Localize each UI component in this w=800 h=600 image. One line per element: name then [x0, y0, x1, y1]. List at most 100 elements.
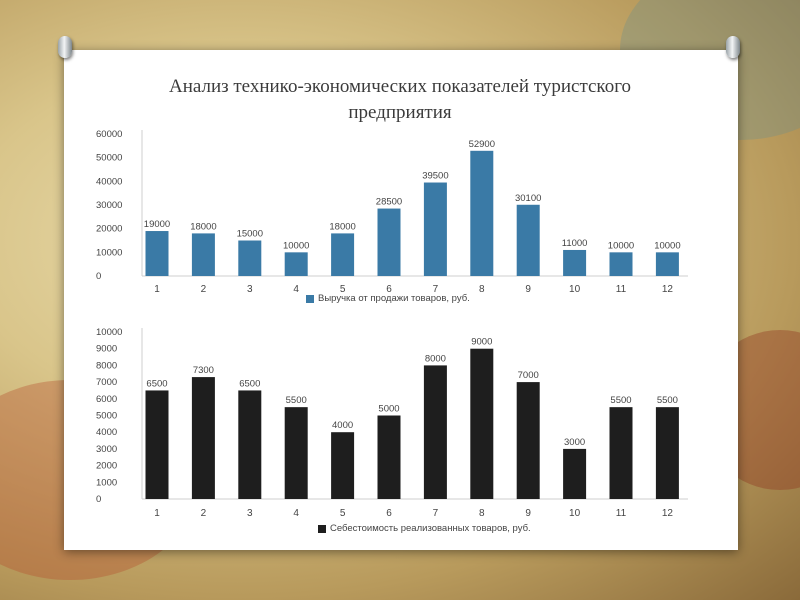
data-label: 28500 [376, 197, 402, 208]
bar [423, 365, 447, 499]
revenue-chart: 60000 50000 40000 30000 20000 10000 0 19000 1 180… [96, 129, 688, 295]
bar [470, 150, 494, 276]
x-tick-label: 9 [525, 508, 531, 519]
x-tick-label: 2 [201, 284, 207, 295]
x-tick-label: 11 [616, 508, 627, 519]
bar [191, 233, 215, 276]
x-tick-label: 5 [340, 284, 346, 295]
y-tick-label: 50000 [96, 153, 122, 164]
x-tick-label: 4 [293, 508, 299, 519]
bar [516, 204, 540, 276]
x-tick-label: 1 [154, 508, 160, 519]
slide-title: Анализ технико-экономических показателей… [0, 74, 800, 126]
y-tick-label: 9000 [96, 344, 117, 355]
title-line-1: Анализ технико-экономических показателей… [168, 76, 632, 97]
data-label: 19000 [144, 219, 170, 230]
data-label: 5500 [657, 395, 678, 406]
data-label: 10000 [654, 240, 680, 251]
x-tick-label: 9 [525, 284, 531, 295]
data-label: 7000 [518, 370, 539, 381]
bar [377, 208, 401, 276]
data-label: 39500 [422, 171, 448, 182]
title-line-2: предприятия [348, 102, 452, 123]
y-tick-label: 3000 [96, 444, 117, 455]
bar [516, 382, 540, 499]
bar [609, 252, 633, 276]
bar [377, 415, 401, 499]
x-tick-label: 1 [154, 284, 160, 295]
bar [331, 233, 355, 276]
data-label: 4000 [332, 420, 353, 431]
x-tick-label: 2 [201, 508, 207, 519]
data-label: 6500 [146, 378, 167, 389]
bar [655, 407, 679, 499]
data-label: 9000 [471, 337, 492, 348]
cost-chart: 1000090008000700060005000400030002000100… [96, 327, 688, 519]
legend-label: Выручка от продажи товаров, руб. [318, 293, 470, 304]
bar [563, 249, 587, 276]
y-tick-label: 1000 [96, 477, 117, 488]
x-tick-label: 3 [247, 284, 253, 295]
data-label: 5500 [286, 395, 307, 406]
x-tick-label: 12 [662, 284, 674, 295]
x-tick-label: 10 [569, 508, 581, 519]
bar [145, 390, 169, 499]
data-label: 11000 [562, 238, 588, 249]
data-label: 10000 [283, 240, 309, 251]
x-tick-label: 6 [386, 508, 392, 519]
bar [145, 231, 169, 276]
y-tick-label: 10000 [96, 327, 122, 338]
x-tick-label: 12 [662, 508, 674, 519]
y-tick-label: 5000 [96, 411, 117, 422]
data-label: 8000 [425, 353, 446, 364]
y-tick-label: 8000 [96, 360, 117, 371]
x-tick-label: 5 [340, 508, 346, 519]
data-label: 15000 [237, 229, 263, 240]
x-tick-label: 4 [293, 284, 299, 295]
bar [191, 377, 215, 499]
cost-chart-legend: Себестоимость реализованных товаров, руб… [318, 523, 531, 534]
y-tick-label: 7000 [96, 377, 117, 388]
y-tick-label: 0 [96, 271, 101, 282]
bar [284, 252, 308, 276]
data-label: 52900 [469, 139, 495, 150]
x-tick-label: 8 [479, 284, 485, 295]
bar [609, 407, 633, 499]
x-tick-label: 7 [433, 508, 439, 519]
x-tick-label: 11 [616, 284, 627, 295]
y-tick-label: 10000 [96, 247, 122, 258]
bar [655, 252, 679, 276]
data-label: 10000 [608, 240, 634, 251]
bar [331, 432, 355, 499]
pin-right-icon [726, 36, 740, 58]
bar [284, 407, 308, 499]
x-tick-label: 3 [247, 508, 253, 519]
bar [423, 182, 447, 276]
x-tick-label: 7 [433, 284, 439, 295]
y-tick-label: 30000 [96, 200, 122, 211]
bar [563, 448, 587, 499]
x-tick-label: 10 [569, 284, 581, 295]
data-label: 18000 [190, 221, 216, 232]
y-tick-label: 2000 [96, 461, 117, 472]
revenue-chart-legend: Выручка от продажи товаров, руб. [306, 293, 470, 304]
x-tick-label: 6 [386, 284, 392, 295]
data-label: 5500 [610, 395, 631, 406]
x-tick-label: 8 [479, 508, 485, 519]
legend-label: Себестоимость реализованных товаров, руб… [330, 523, 531, 534]
y-tick-label: 20000 [96, 224, 122, 235]
legend-swatch [306, 294, 314, 303]
y-tick-label: 6000 [96, 394, 117, 405]
data-label: 18000 [329, 221, 355, 232]
bar [238, 240, 262, 276]
data-label: 6500 [239, 378, 260, 389]
bar [238, 390, 262, 499]
y-tick-label: 4000 [96, 427, 117, 438]
y-tick-label: 40000 [96, 176, 122, 187]
data-label: 30100 [515, 193, 541, 204]
data-label: 7300 [193, 365, 214, 376]
legend-swatch [318, 524, 326, 533]
y-tick-label: 0 [96, 494, 101, 505]
pin-left-icon [58, 36, 72, 58]
